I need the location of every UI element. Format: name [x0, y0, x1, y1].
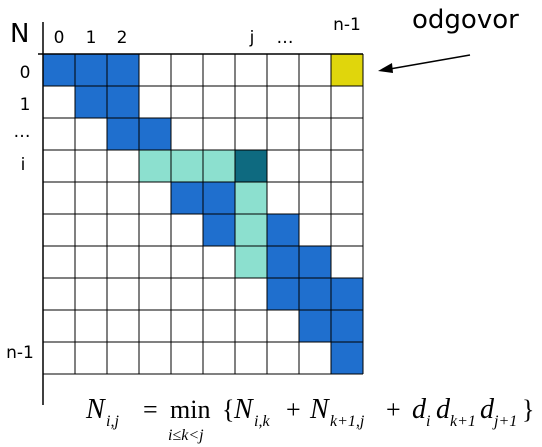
- cell: [75, 54, 107, 86]
- cell: [107, 86, 139, 118]
- callout-arrow: [383, 54, 471, 71]
- corner-label: N: [10, 19, 29, 49]
- arrow-head: [378, 63, 393, 73]
- cell: [203, 214, 235, 246]
- formula-subscript: k+1,j: [330, 413, 365, 430]
- cell: [267, 278, 299, 310]
- row-label: 1: [20, 95, 31, 115]
- cell: [299, 278, 331, 310]
- column-label: j: [249, 28, 255, 48]
- cell: [331, 342, 363, 374]
- formula-subscript: i: [426, 413, 430, 430]
- formula-symbol: +: [386, 395, 401, 424]
- column-label: n-1: [333, 15, 361, 35]
- formula-symbol: N: [233, 394, 254, 425]
- cell: [299, 310, 331, 342]
- formula-operator: min: [170, 395, 210, 424]
- row-label: n-1: [6, 343, 34, 363]
- cell: [171, 182, 203, 214]
- column-label: 0: [54, 28, 65, 48]
- cell: [203, 182, 235, 214]
- cell: [235, 214, 267, 246]
- formula-subscript: i≤k<j: [168, 427, 204, 444]
- row-label: …: [14, 122, 31, 142]
- cell: [331, 54, 363, 86]
- table-cells: [43, 54, 363, 374]
- formula-symbol: d: [480, 394, 495, 425]
- formula-symbol: =: [143, 395, 158, 424]
- column-label: …: [277, 28, 294, 48]
- row-label: 0: [20, 63, 31, 83]
- cell: [139, 150, 171, 182]
- formula-subscript: i,k: [254, 413, 270, 430]
- column-label: 1: [86, 28, 97, 48]
- formula-symbol: d: [436, 394, 451, 425]
- cell: [235, 246, 267, 278]
- cell: [107, 118, 139, 150]
- column-label: 2: [117, 28, 128, 48]
- callout: odgovor: [412, 5, 519, 35]
- formula-subscript: j+1: [492, 413, 517, 430]
- formula: N i,j = min i≤k<j { N i,k + N k+1,j + d …: [85, 394, 534, 444]
- row-label: i: [21, 155, 26, 175]
- grid: [38, 22, 364, 405]
- cell: [267, 246, 299, 278]
- cell: [267, 214, 299, 246]
- formula-symbol: }: [522, 395, 534, 424]
- formula-subscript: i,j: [106, 413, 119, 430]
- formula-symbol: N: [85, 394, 106, 425]
- formula-symbol: N: [309, 394, 330, 425]
- cell: [75, 86, 107, 118]
- formula-symbol: d: [412, 394, 427, 425]
- formula-symbol: +: [286, 395, 301, 424]
- cell: [107, 54, 139, 86]
- cell: [299, 246, 331, 278]
- cell: [139, 118, 171, 150]
- formula-symbol: {: [222, 395, 234, 424]
- cell: [43, 54, 75, 86]
- cell: [171, 150, 203, 182]
- cell: [235, 150, 267, 182]
- cell: [203, 150, 235, 182]
- cell: [235, 182, 267, 214]
- cell: [331, 310, 363, 342]
- cell: [331, 278, 363, 310]
- formula-subscript: k+1: [450, 413, 476, 430]
